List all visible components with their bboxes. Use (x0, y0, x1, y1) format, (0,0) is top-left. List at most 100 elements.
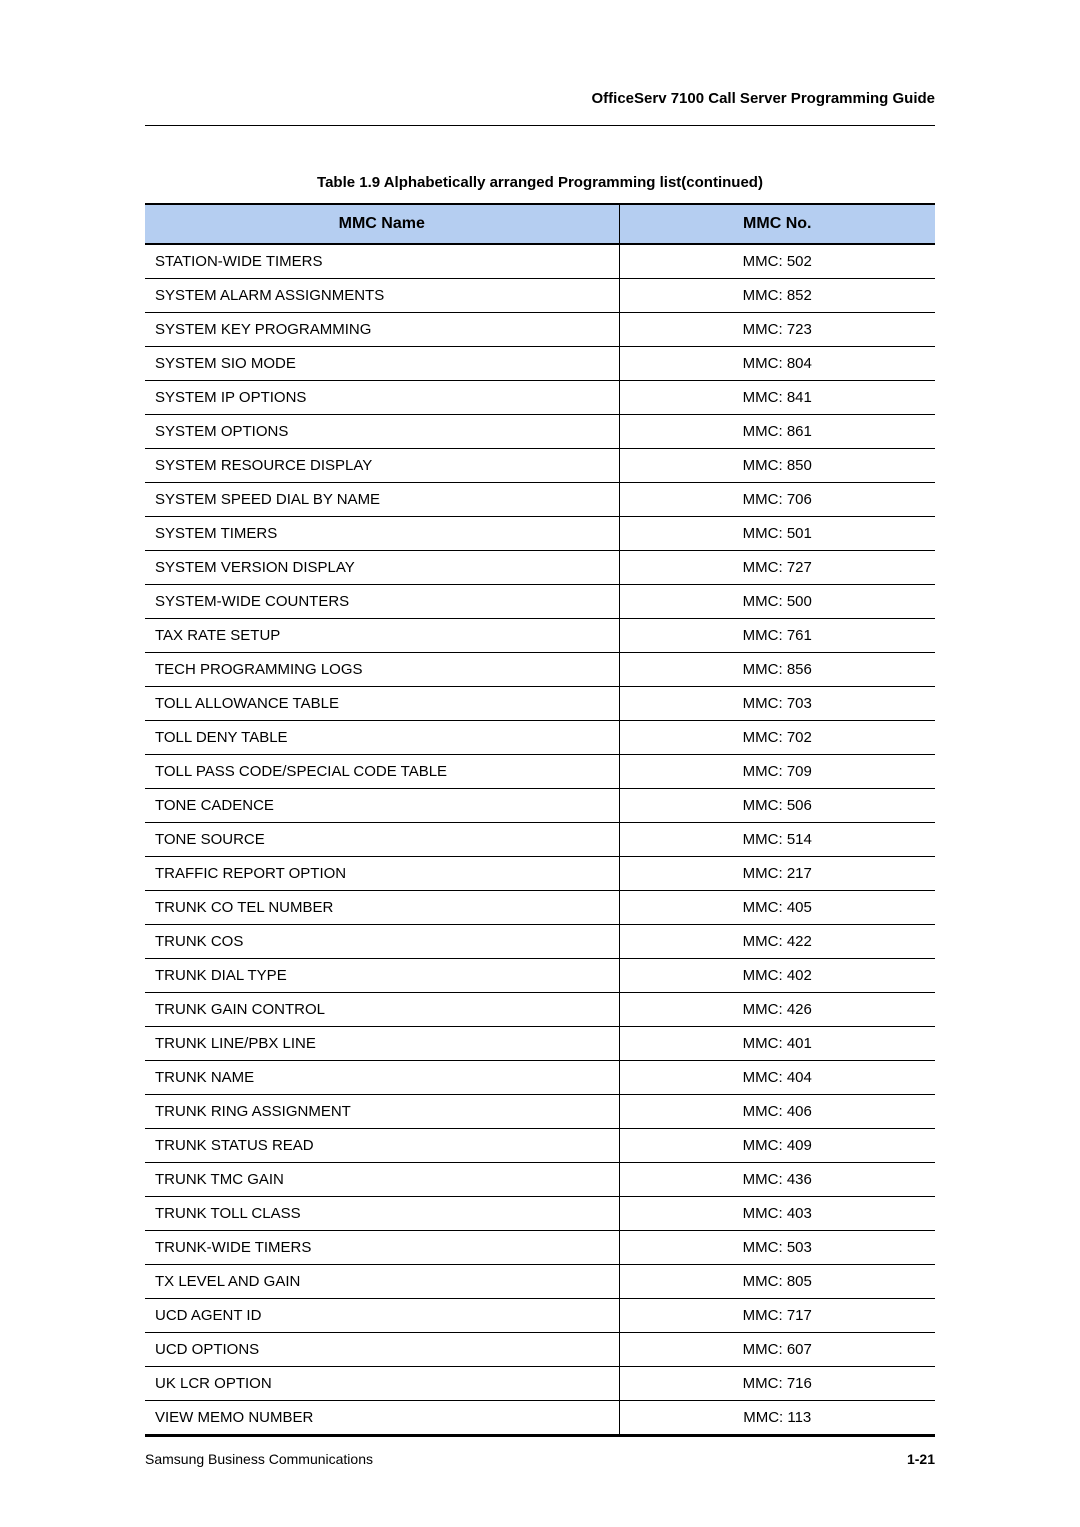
mmc-name-cell: TRAFFIC REPORT OPTION (145, 857, 619, 891)
table-row: TOLL DENY TABLEMMC: 702 (145, 721, 935, 755)
table-row: SYSTEM SIO MODEMMC: 804 (145, 347, 935, 381)
table-row: VIEW MEMO NUMBERMMC: 113 (145, 1401, 935, 1436)
mmc-name-cell: TOLL DENY TABLE (145, 721, 619, 755)
mmc-name-cell: UCD AGENT ID (145, 1299, 619, 1333)
mmc-no-cell: MMC: 717 (619, 1299, 935, 1333)
header-title: OfficeServ 7100 Call Server Programming … (145, 90, 935, 107)
table-row: TECH PROGRAMMING LOGSMMC: 856 (145, 653, 935, 687)
table-row: SYSTEM-WIDE COUNTERSMMC: 500 (145, 585, 935, 619)
table-header-row: MMC Name MMC No. (145, 204, 935, 244)
table-row: TONE SOURCEMMC: 514 (145, 823, 935, 857)
table-row: SYSTEM VERSION DISPLAYMMC: 727 (145, 551, 935, 585)
table-row: UK LCR OPTIONMMC: 716 (145, 1367, 935, 1401)
mmc-no-cell: MMC: 716 (619, 1367, 935, 1401)
mmc-name-cell: TONE CADENCE (145, 789, 619, 823)
mmc-no-cell: MMC: 502 (619, 244, 935, 279)
mmc-name-cell: TAX RATE SETUP (145, 619, 619, 653)
table-row: SYSTEM SPEED DIAL BY NAMEMMC: 706 (145, 483, 935, 517)
mmc-name-cell: TRUNK STATUS READ (145, 1129, 619, 1163)
mmc-no-cell: MMC: 506 (619, 789, 935, 823)
mmc-no-cell: MMC: 723 (619, 313, 935, 347)
mmc-name-cell: TRUNK CO TEL NUMBER (145, 891, 619, 925)
mmc-name-cell: TRUNK TMC GAIN (145, 1163, 619, 1197)
mmc-name-cell: TRUNK GAIN CONTROL (145, 993, 619, 1027)
table-row: TOLL ALLOWANCE TABLEMMC: 703 (145, 687, 935, 721)
mmc-no-cell: MMC: 501 (619, 517, 935, 551)
table-row: TRUNK-WIDE TIMERSMMC: 503 (145, 1231, 935, 1265)
table-row: TONE CADENCEMMC: 506 (145, 789, 935, 823)
mmc-no-cell: MMC: 405 (619, 891, 935, 925)
mmc-name-cell: TRUNK NAME (145, 1061, 619, 1095)
mmc-name-cell: TECH PROGRAMMING LOGS (145, 653, 619, 687)
table-row: TRUNK STATUS READMMC: 409 (145, 1129, 935, 1163)
mmc-no-cell: MMC: 841 (619, 381, 935, 415)
mmc-no-cell: MMC: 401 (619, 1027, 935, 1061)
table-row: SYSTEM RESOURCE DISPLAYMMC: 850 (145, 449, 935, 483)
table-caption: Table 1.9 Alphabetically arranged Progra… (145, 174, 935, 191)
mmc-name-cell: TRUNK TOLL CLASS (145, 1197, 619, 1231)
mmc-no-cell: MMC: 727 (619, 551, 935, 585)
mmc-no-cell: MMC: 436 (619, 1163, 935, 1197)
mmc-no-cell: MMC: 703 (619, 687, 935, 721)
table-row: SYSTEM OPTIONSMMC: 861 (145, 415, 935, 449)
header-rule (145, 125, 935, 126)
table-row: TRUNK NAMEMMC: 404 (145, 1061, 935, 1095)
mmc-no-cell: MMC: 406 (619, 1095, 935, 1129)
mmc-table: MMC Name MMC No. STATION-WIDE TIMERSMMC:… (145, 203, 935, 1436)
footer-rule (145, 1436, 935, 1437)
table-row: TRUNK DIAL TYPEMMC: 402 (145, 959, 935, 993)
mmc-name-cell: SYSTEM-WIDE COUNTERS (145, 585, 619, 619)
mmc-no-cell: MMC: 426 (619, 993, 935, 1027)
mmc-no-cell: MMC: 856 (619, 653, 935, 687)
mmc-no-cell: MMC: 404 (619, 1061, 935, 1095)
table-row: STATION-WIDE TIMERSMMC: 502 (145, 244, 935, 279)
table-row: TRUNK CO TEL NUMBERMMC: 405 (145, 891, 935, 925)
table-row: TRUNK LINE/PBX LINEMMC: 401 (145, 1027, 935, 1061)
mmc-no-cell: MMC: 403 (619, 1197, 935, 1231)
mmc-no-cell: MMC: 113 (619, 1401, 935, 1436)
mmc-name-cell: SYSTEM VERSION DISPLAY (145, 551, 619, 585)
mmc-no-cell: MMC: 422 (619, 925, 935, 959)
mmc-name-cell: TRUNK RING ASSIGNMENT (145, 1095, 619, 1129)
mmc-no-cell: MMC: 500 (619, 585, 935, 619)
column-header-name: MMC Name (145, 204, 619, 244)
mmc-name-cell: STATION-WIDE TIMERS (145, 244, 619, 279)
mmc-name-cell: SYSTEM OPTIONS (145, 415, 619, 449)
mmc-no-cell: MMC: 761 (619, 619, 935, 653)
table-row: UCD AGENT IDMMC: 717 (145, 1299, 935, 1333)
mmc-no-cell: MMC: 706 (619, 483, 935, 517)
mmc-name-cell: UK LCR OPTION (145, 1367, 619, 1401)
mmc-name-cell: SYSTEM IP OPTIONS (145, 381, 619, 415)
footer-page-number: 1-21 (907, 1451, 935, 1467)
mmc-no-cell: MMC: 607 (619, 1333, 935, 1367)
table-row: TOLL PASS CODE/SPECIAL CODE TABLEMMC: 70… (145, 755, 935, 789)
table-row: TRUNK TMC GAINMMC: 436 (145, 1163, 935, 1197)
mmc-name-cell: VIEW MEMO NUMBER (145, 1401, 619, 1436)
mmc-no-cell: MMC: 514 (619, 823, 935, 857)
mmc-name-cell: TONE SOURCE (145, 823, 619, 857)
table-row: TRUNK COSMMC: 422 (145, 925, 935, 959)
table-row: SYSTEM KEY PROGRAMMINGMMC: 723 (145, 313, 935, 347)
mmc-name-cell: TRUNK DIAL TYPE (145, 959, 619, 993)
mmc-no-cell: MMC: 850 (619, 449, 935, 483)
mmc-no-cell: MMC: 217 (619, 857, 935, 891)
table-row: TRUNK RING ASSIGNMENTMMC: 406 (145, 1095, 935, 1129)
table-row: TAX RATE SETUPMMC: 761 (145, 619, 935, 653)
table-row: UCD OPTIONSMMC: 607 (145, 1333, 935, 1367)
mmc-name-cell: SYSTEM KEY PROGRAMMING (145, 313, 619, 347)
mmc-name-cell: SYSTEM SPEED DIAL BY NAME (145, 483, 619, 517)
mmc-no-cell: MMC: 702 (619, 721, 935, 755)
mmc-no-cell: MMC: 852 (619, 279, 935, 313)
mmc-no-cell: MMC: 409 (619, 1129, 935, 1163)
mmc-name-cell: TRUNK-WIDE TIMERS (145, 1231, 619, 1265)
mmc-name-cell: UCD OPTIONS (145, 1333, 619, 1367)
table-row: TX LEVEL AND GAINMMC: 805 (145, 1265, 935, 1299)
mmc-name-cell: SYSTEM RESOURCE DISPLAY (145, 449, 619, 483)
mmc-name-cell: TRUNK LINE/PBX LINE (145, 1027, 619, 1061)
table-row: SYSTEM TIMERSMMC: 501 (145, 517, 935, 551)
mmc-name-cell: TOLL PASS CODE/SPECIAL CODE TABLE (145, 755, 619, 789)
table-row: TRUNK TOLL CLASSMMC: 403 (145, 1197, 935, 1231)
mmc-name-cell: TOLL ALLOWANCE TABLE (145, 687, 619, 721)
mmc-no-cell: MMC: 503 (619, 1231, 935, 1265)
mmc-name-cell: SYSTEM TIMERS (145, 517, 619, 551)
